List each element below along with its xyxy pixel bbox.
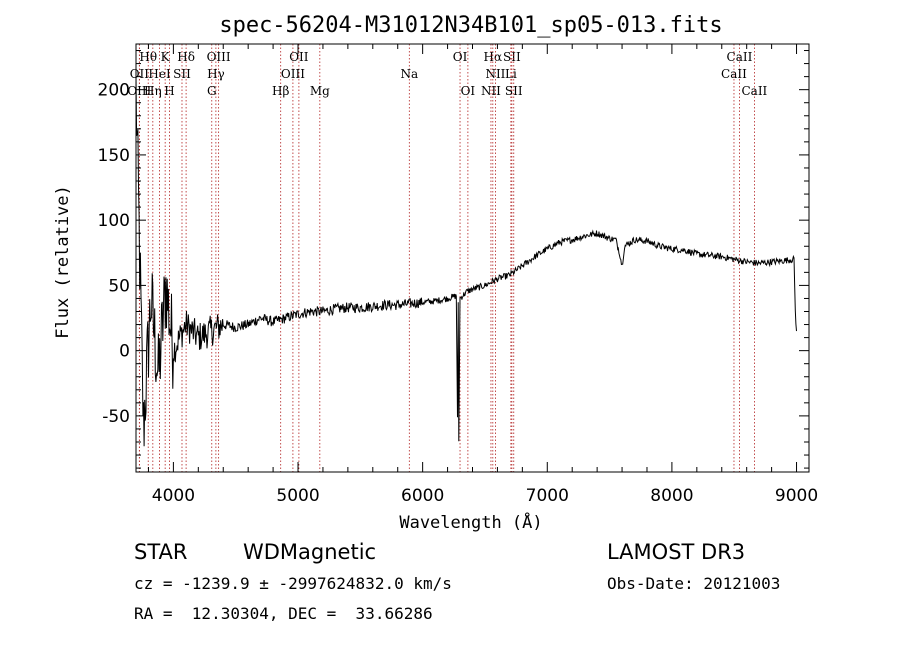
observation-date: Obs-Date: 20121003: [607, 574, 781, 593]
sky-coordinates: RA = 12.30304, DEC = 33.66286: [134, 604, 433, 623]
marker-label-6: SII: [173, 67, 191, 81]
marker-label-9: OIII: [207, 50, 231, 64]
marker-label-23: NII: [481, 84, 501, 98]
x-tick-label-5: 9000: [775, 486, 818, 506]
marker-label-3: HeI: [148, 67, 171, 81]
marker-label-7: H: [164, 84, 174, 98]
y-tick-label-1: 0: [119, 342, 130, 362]
marker-label-24: SII: [505, 84, 523, 98]
marker-label-13: OII: [289, 50, 309, 64]
chart-title: spec-56204-M31012N34B101_sp05-013.fits: [219, 13, 722, 38]
object-class: STAR: [134, 540, 188, 564]
y-tick-label-5: 200: [98, 81, 130, 101]
x-tick-label-3: 7000: [526, 486, 569, 506]
x-tick-label-2: 6000: [401, 486, 444, 506]
marker-label-2: OIII: [127, 84, 151, 98]
flux-series: [135, 75, 797, 447]
marker-label-17: OI: [453, 50, 468, 64]
marker-label-16: Na: [400, 67, 418, 81]
marker-label-5: K: [161, 50, 171, 64]
y-axis-label: Flux (relative): [53, 185, 73, 339]
survey-name: LAMOST DR3: [607, 540, 746, 564]
marker-label-22: Li: [505, 67, 517, 81]
y-tick-label-3: 100: [98, 211, 130, 231]
marker-label-21: NII: [485, 67, 505, 81]
y-tick-label-0: -50: [102, 407, 130, 427]
marker-label-19: Hα: [484, 50, 503, 64]
marker-label-14: OIII: [281, 67, 305, 81]
y-axis-ticks: -50 0 50 100 150 200: [98, 50, 809, 469]
y-tick-label-4: 150: [98, 146, 130, 166]
marker-label-8: Hδ: [177, 50, 195, 64]
marker-label-0: Hθ: [139, 50, 157, 64]
marker-label-25: CaII: [727, 50, 753, 64]
y-tick-label-2: 50: [108, 276, 130, 296]
object-subclass: WDMagnetic: [243, 540, 377, 564]
marker-label-10: Hγ: [207, 67, 225, 81]
x-tick-label-0: 4000: [152, 486, 195, 506]
marker-label-12: Hβ: [272, 84, 289, 98]
marker-label-27: CaII: [741, 84, 767, 98]
marker-label-1: OII: [130, 67, 150, 81]
plot-frame: [135, 43, 810, 473]
x-axis-ticks: 4000 5000 6000 7000 8000 9000: [147, 44, 818, 506]
x-axis-label: Wavelength (Å): [399, 511, 542, 533]
marker-label-4: Hη: [144, 84, 162, 98]
marker-label-20: SII: [503, 50, 521, 64]
marker-label-15: Mg: [310, 84, 330, 98]
x-tick-label-4: 8000: [650, 486, 693, 506]
marker-label-18: OI: [461, 84, 476, 98]
redshift-velocity: cz = -1239.9 ± -2997624832.0 km/s: [134, 574, 452, 593]
x-tick-label-1: 5000: [276, 486, 319, 506]
marker-label-26: CaII: [721, 67, 747, 81]
marker-label-11: G: [207, 84, 217, 98]
flux-line: [135, 75, 797, 447]
